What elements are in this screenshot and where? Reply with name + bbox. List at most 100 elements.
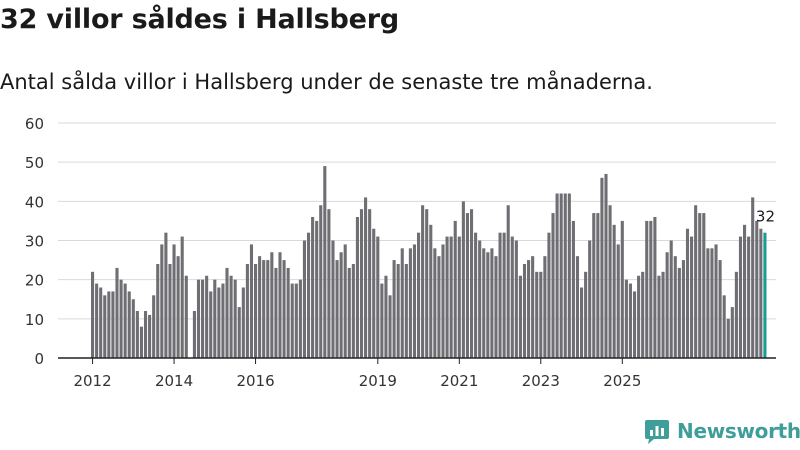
bar [148,314,152,358]
bar [396,264,400,358]
x-tick-label: 2021 [440,372,478,390]
bar [690,236,694,358]
bar [514,240,518,358]
bar [180,236,184,358]
bar [421,205,425,358]
bar [580,287,584,358]
brand-name: Newsworthy [677,419,800,443]
bar [294,283,298,358]
bar [628,283,632,358]
bar [755,220,759,358]
bar [286,267,290,358]
bar [343,244,347,358]
bar [616,244,620,358]
bar [339,252,343,358]
bar [506,205,510,358]
bar [266,260,270,358]
bar [184,275,188,358]
bar [217,287,221,358]
bar [575,256,580,358]
bar [665,252,669,358]
bar [661,271,665,358]
bar [706,248,710,358]
chart-axes [58,357,776,364]
bar [380,283,384,358]
bar [596,213,600,358]
bar [274,267,278,358]
bar [482,248,486,358]
bar [531,256,535,358]
bar [612,224,616,358]
x-tick-label: 2012 [73,372,111,390]
bar [632,291,637,358]
x-tick-label: 2019 [359,372,397,390]
x-tick-label: 2014 [155,372,193,390]
y-tick-label: 30 [25,233,44,251]
bar [551,213,555,358]
bar [152,295,156,358]
bar [160,244,164,358]
bar [95,283,99,358]
bar [600,177,604,358]
bar [584,271,588,358]
bar [518,275,522,358]
bar [653,217,657,358]
bar [453,220,457,358]
bar [555,193,559,358]
bar [168,264,172,358]
bar [417,232,421,358]
x-tick-label: 2016 [236,372,274,390]
bar [164,232,168,358]
bar [123,283,127,358]
bar [702,213,706,358]
bar [412,244,417,358]
bar [608,205,612,358]
bar [237,307,241,358]
bar [429,224,433,358]
bar [592,213,596,358]
bar [384,275,388,358]
bar [441,244,445,358]
bar [738,236,743,358]
bar [474,232,478,358]
bar [115,267,119,358]
y-tick-label: 20 [25,272,44,290]
bar [657,275,661,358]
bar [641,271,645,358]
bar [649,220,653,358]
bar [225,267,229,358]
bar [347,267,351,358]
bar [461,201,465,358]
bar [99,287,103,358]
bar [172,244,176,358]
bar [400,248,404,358]
bar [698,213,702,358]
bar [645,220,649,358]
bar [176,256,180,358]
bar [588,240,592,358]
bar [730,307,734,358]
bar [270,252,274,358]
bar [604,173,608,358]
bar [677,267,681,358]
bar [306,232,311,358]
bar [213,279,217,358]
bar [563,193,567,358]
bar [201,279,205,358]
x-tick-label: 2025 [603,372,641,390]
bar [478,240,482,358]
bar [139,326,143,358]
bar [119,279,123,358]
bar [539,271,543,358]
bar [620,220,624,358]
bar [315,220,319,358]
bar [498,232,502,358]
highlight-bar [763,232,767,358]
bar [522,264,527,358]
bar [710,248,714,358]
bar [747,236,751,358]
bar [681,260,685,358]
bar [718,260,722,358]
bar [205,275,209,358]
